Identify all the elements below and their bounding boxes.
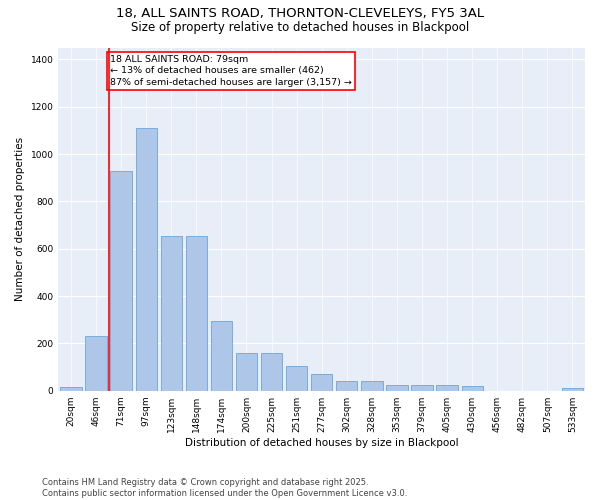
Bar — [236, 353, 257, 391]
Bar — [136, 128, 157, 390]
Y-axis label: Number of detached properties: Number of detached properties — [15, 137, 25, 301]
Bar — [361, 381, 383, 390]
Bar — [286, 366, 307, 390]
Bar — [412, 385, 433, 390]
Bar — [461, 386, 483, 390]
Text: Size of property relative to detached houses in Blackpool: Size of property relative to detached ho… — [131, 21, 469, 34]
Bar — [85, 336, 107, 390]
Bar — [386, 385, 407, 390]
Text: 18 ALL SAINTS ROAD: 79sqm
← 13% of detached houses are smaller (462)
87% of semi: 18 ALL SAINTS ROAD: 79sqm ← 13% of detac… — [110, 54, 352, 87]
Bar — [161, 236, 182, 390]
Bar — [110, 170, 132, 390]
Bar — [336, 381, 358, 390]
X-axis label: Distribution of detached houses by size in Blackpool: Distribution of detached houses by size … — [185, 438, 458, 448]
Bar — [436, 385, 458, 390]
Text: 18, ALL SAINTS ROAD, THORNTON-CLEVELEYS, FY5 3AL: 18, ALL SAINTS ROAD, THORNTON-CLEVELEYS,… — [116, 8, 484, 20]
Bar — [311, 374, 332, 390]
Bar — [211, 321, 232, 390]
Bar — [60, 387, 82, 390]
Bar — [261, 353, 282, 391]
Bar — [185, 236, 207, 390]
Bar — [562, 388, 583, 390]
Text: Contains HM Land Registry data © Crown copyright and database right 2025.
Contai: Contains HM Land Registry data © Crown c… — [42, 478, 407, 498]
